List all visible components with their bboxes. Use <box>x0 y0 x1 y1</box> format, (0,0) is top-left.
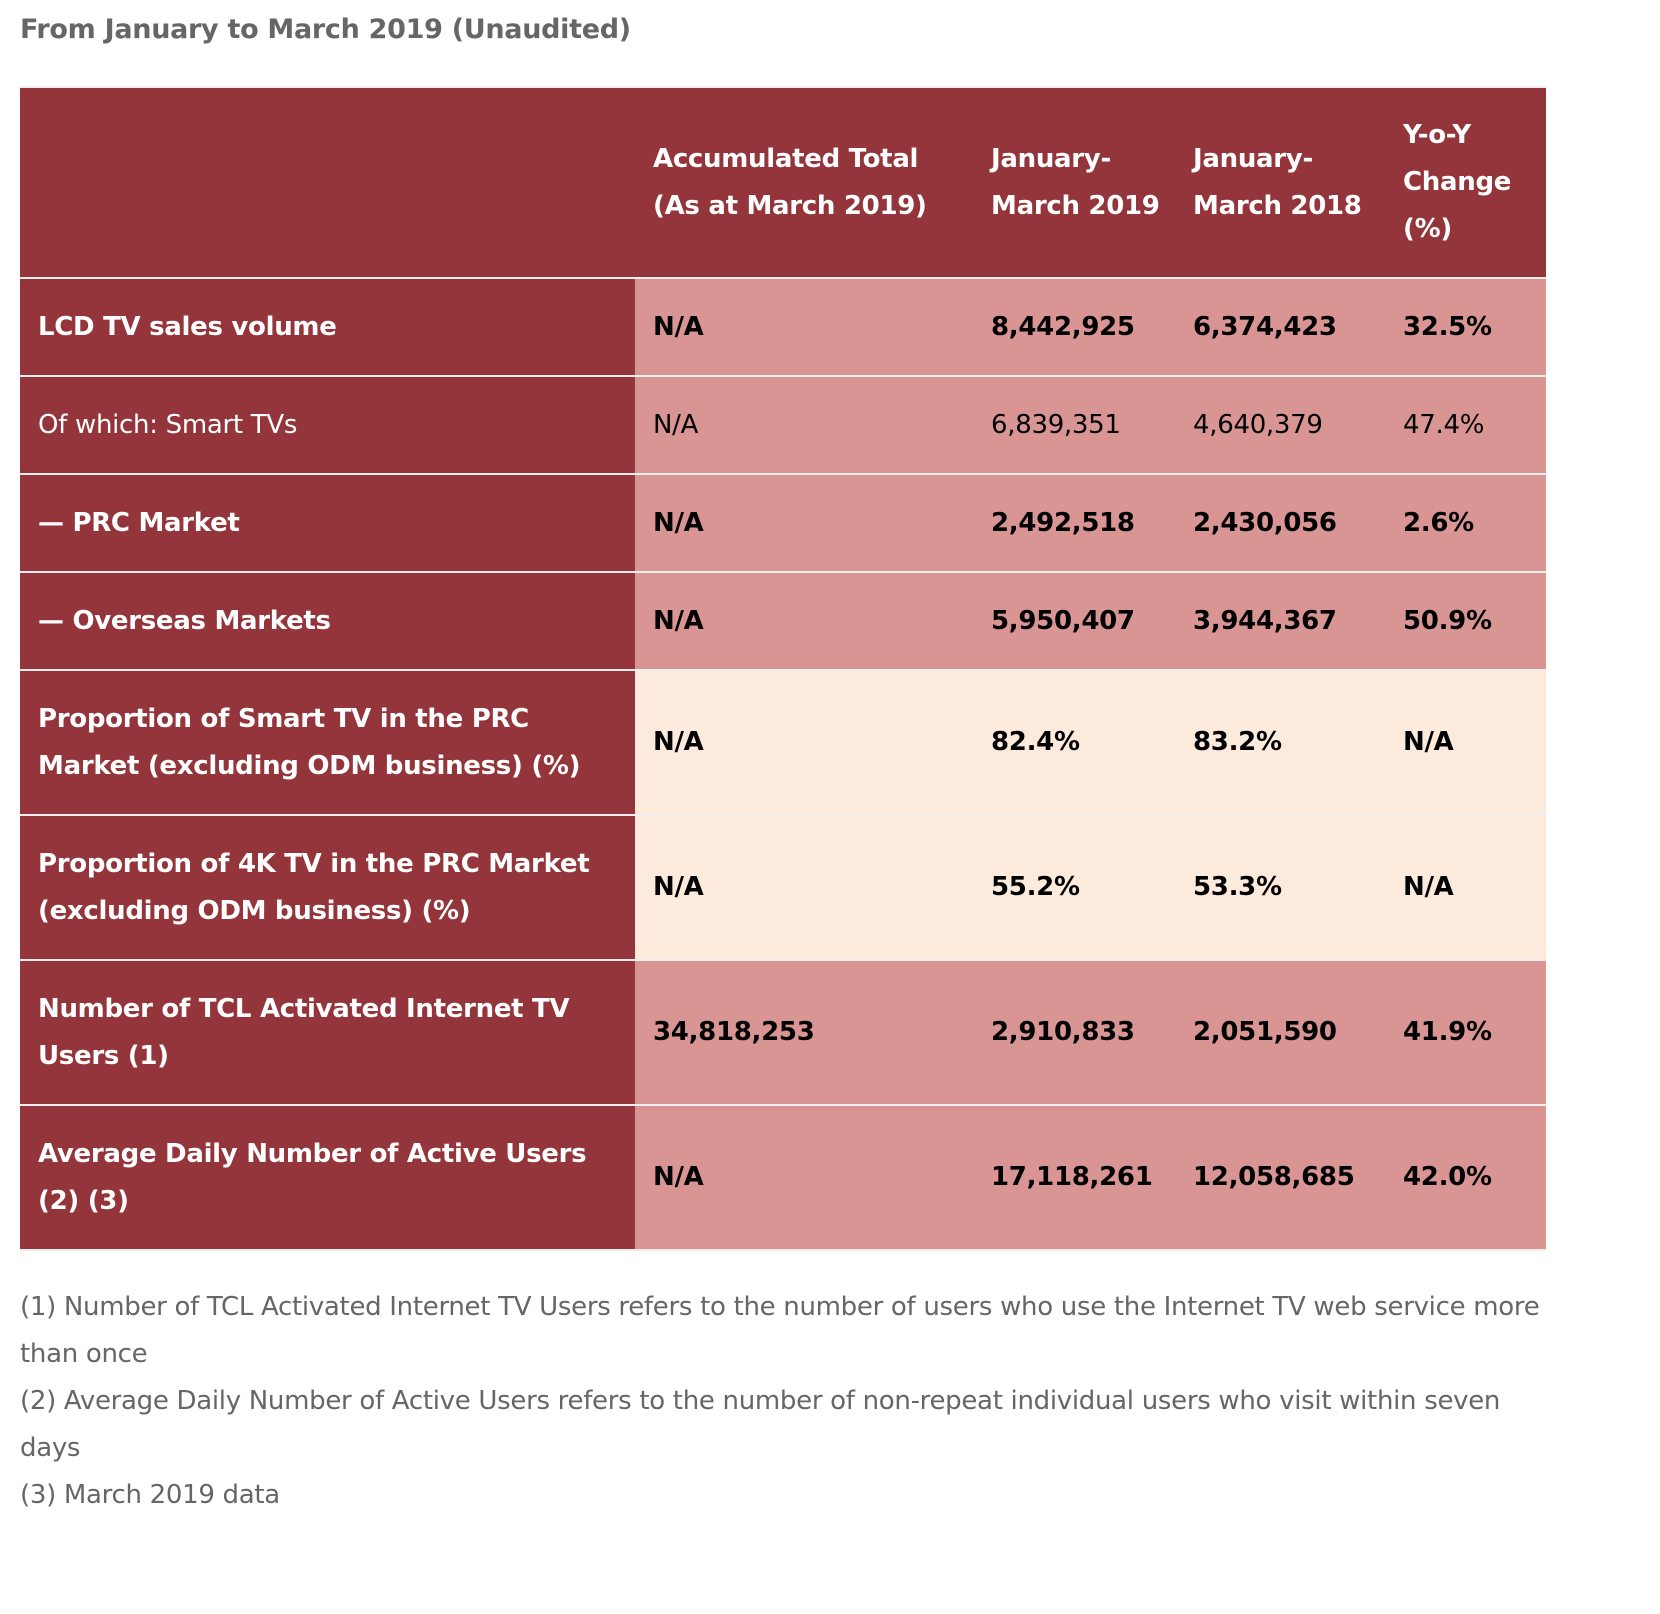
row-label: — Overseas Markets <box>20 571 635 671</box>
row-label: Of which: Smart TVs <box>20 375 635 475</box>
cell-value: N/A <box>1385 814 1546 961</box>
cell-value: 42.0% <box>1385 1104 1546 1251</box>
table-row: LCD TV sales volume N/A 8,442,925 6,374,423… <box>20 277 1546 377</box>
cell-value: 82.4% <box>973 669 1175 816</box>
footnote: (1) Number of TCL Activated Internet TV … <box>20 1292 1540 1369</box>
cell-value: N/A <box>635 571 973 671</box>
cell-value: 32.5% <box>1385 277 1546 377</box>
footnotes: (1) Number of TCL Activated Internet TV … <box>20 1284 1560 1519</box>
cell-value: 6,839,351 <box>973 375 1175 475</box>
page-title: From January to March 2019 (Unaudited) <box>20 14 631 45</box>
table-row: Proportion of Smart TV in the PRC Market… <box>20 669 1546 816</box>
row-label: Number of TCL Activated Internet TV User… <box>20 959 635 1106</box>
cell-value: 2,910,833 <box>973 959 1175 1106</box>
header-accumulated: Accumulated Total (As at March 2019) <box>635 86 973 279</box>
cell-value: 4,640,379 <box>1175 375 1385 475</box>
table-row: Of which: Smart TVs N/A 6,839,351 4,640,379… <box>20 375 1546 475</box>
header-yoy: Y-o-Y Change (%) <box>1385 86 1546 279</box>
cell-value: N/A <box>635 669 973 816</box>
cell-value: 83.2% <box>1175 669 1385 816</box>
table-row: Average Daily Number of Active Users (2)… <box>20 1104 1546 1251</box>
row-label: LCD TV sales volume <box>20 277 635 377</box>
row-label: Proportion of 4K TV in the PRC Market (e… <box>20 814 635 961</box>
header-2018: January-March 2018 <box>1175 86 1385 279</box>
row-label: — PRC Market <box>20 473 635 573</box>
cell-value: N/A <box>635 1104 973 1251</box>
cell-value: 8,442,925 <box>973 277 1175 377</box>
row-label: Proportion of Smart TV in the PRC Market… <box>20 669 635 816</box>
table-row: Number of TCL Activated Internet TV User… <box>20 959 1546 1106</box>
cell-value: 41.9% <box>1385 959 1546 1106</box>
cell-value: 12,058,685 <box>1175 1104 1385 1251</box>
table-row: Proportion of 4K TV in the PRC Market (e… <box>20 814 1546 961</box>
cell-value: 47.4% <box>1385 375 1546 475</box>
cell-value: N/A <box>635 277 973 377</box>
cell-value: 50.9% <box>1385 571 1546 671</box>
cell-value: 2,492,518 <box>973 473 1175 573</box>
cell-value: 2,430,056 <box>1175 473 1385 573</box>
cell-value: N/A <box>635 375 973 475</box>
cell-value: 53.3% <box>1175 814 1385 961</box>
table-row: — Overseas Markets N/A 5,950,407 3,944,367 5… <box>20 571 1546 671</box>
sales-table: Accumulated Total (As at March 2019) Jan… <box>20 86 1546 1251</box>
row-label: Average Daily Number of Active Users (2)… <box>20 1104 635 1251</box>
cell-value: N/A <box>635 473 973 573</box>
header-label <box>20 86 635 279</box>
cell-value: 3,944,367 <box>1175 571 1385 671</box>
cell-value: N/A <box>635 814 973 961</box>
cell-value: 17,118,261 <box>973 1104 1175 1251</box>
footnote: (2) Average Daily Number of Active Users… <box>20 1386 1501 1463</box>
cell-value: 2,051,590 <box>1175 959 1385 1106</box>
cell-value: 5,950,407 <box>973 571 1175 671</box>
cell-value: N/A <box>1385 669 1546 816</box>
cell-value: 2.6% <box>1385 473 1546 573</box>
cell-value: 34,818,253 <box>635 959 973 1106</box>
table-row: — PRC Market N/A 2,492,518 2,430,056 2.6% <box>20 473 1546 573</box>
header-2019: January-March 2019 <box>973 86 1175 279</box>
footnote: (3) March 2019 data <box>20 1480 280 1510</box>
cell-value: 6,374,423 <box>1175 277 1385 377</box>
table-header-row: Accumulated Total (As at March 2019) Jan… <box>20 86 1546 279</box>
cell-value: 55.2% <box>973 814 1175 961</box>
